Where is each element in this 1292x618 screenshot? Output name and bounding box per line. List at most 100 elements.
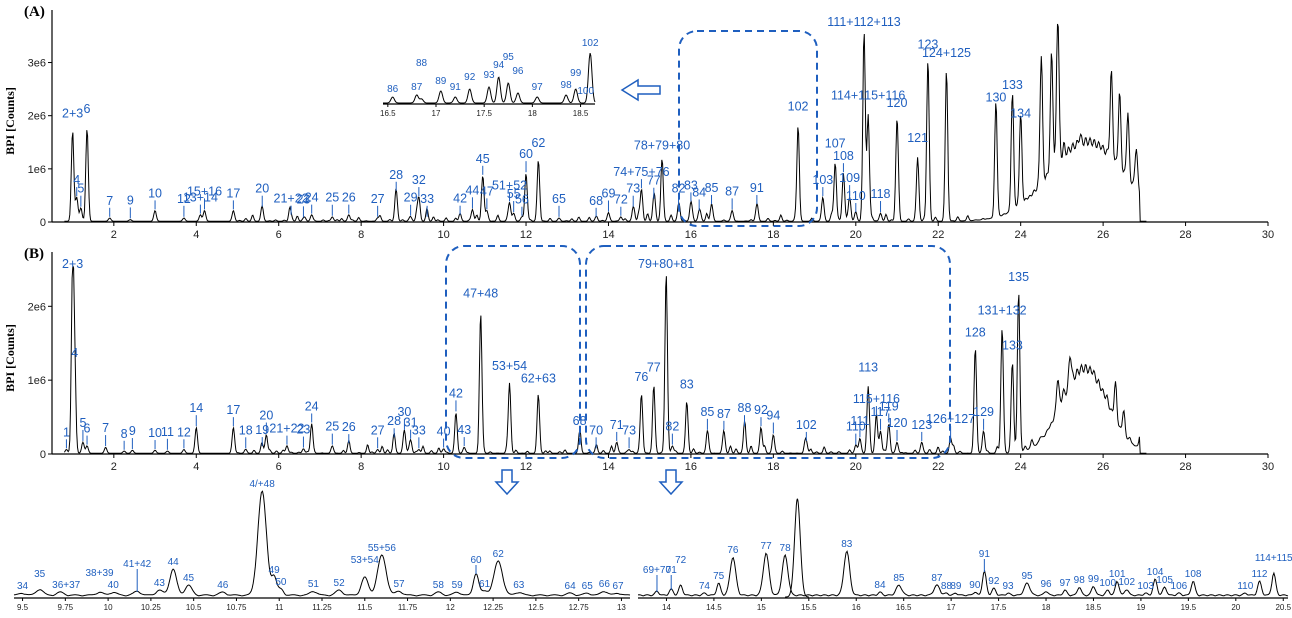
- peak-label: 19: [255, 423, 269, 437]
- zoom-left-peak-label: 36+37: [52, 580, 81, 591]
- x-tick-label: 18: [767, 229, 779, 241]
- zoom-left-peak-label: 60: [470, 555, 482, 566]
- peak-label: 56: [515, 193, 529, 207]
- peak-label: 91: [750, 181, 764, 195]
- peak-label: 47+48: [463, 287, 498, 301]
- peak-label: 2+3: [62, 257, 83, 271]
- x-tick-label: 2: [111, 229, 117, 241]
- peak-label: 133: [1002, 338, 1023, 352]
- left-arrow-icon: [620, 78, 661, 102]
- peak-label: 109: [839, 171, 860, 185]
- peak-label: 9: [129, 424, 136, 438]
- peak-label: 85: [700, 405, 714, 419]
- peak-label: 94: [766, 409, 780, 423]
- y-tick-label: 0: [40, 217, 46, 229]
- panel-label: (B): [24, 246, 44, 262]
- peak-label: 60: [519, 147, 533, 161]
- peak-label: 123: [918, 38, 939, 52]
- zoom-right-peak-label: 100: [1099, 578, 1116, 589]
- inset-peak-label: 88: [416, 58, 428, 69]
- x-tick-label: 6: [276, 461, 282, 473]
- zoom-right-peak-label: 71: [666, 565, 678, 576]
- zoom-left-x-tick-label: 12: [446, 603, 455, 612]
- zoom-right-peak-label: 106: [1171, 581, 1188, 592]
- zoom-left-x-tick-label: 9.75: [58, 603, 74, 612]
- zoom-right-panel: 14 14.5 15 15.5 16 16.5 17 17.5 18 18.5 19 19.5 20 20…: [637, 498, 1292, 612]
- zoom-left-peak-label: 45: [183, 573, 195, 584]
- zoom-left-peak-label: 35: [34, 569, 46, 580]
- zoom-right-x-tick-label: 16.5: [896, 603, 912, 612]
- peak-label: 120: [887, 96, 908, 110]
- zoom-right-peak-label: 98: [1074, 575, 1086, 586]
- peak-label: 45: [476, 152, 490, 166]
- zoom-left-x-tick-label: 9.5: [17, 603, 29, 612]
- x-tick-label: 8: [358, 461, 364, 473]
- zoom-right-x-tick-label: 18: [1042, 603, 1051, 612]
- inset-peak-label: 89: [435, 76, 447, 87]
- zoom-left-peak-label: 61: [479, 579, 491, 590]
- zoom-right-peak-label: 84: [874, 580, 886, 591]
- inset-x-tick-label: 17.5: [476, 109, 492, 118]
- dashed-box-b-right: [585, 245, 951, 459]
- inset-peak-label: 87: [411, 82, 423, 93]
- x-tick-label: 30: [1262, 229, 1274, 241]
- x-tick-label: 20: [850, 461, 862, 473]
- peak-label: 7: [106, 194, 113, 208]
- peak-label: 74+75+76: [613, 165, 669, 179]
- zoom-left-peak-label: 50: [275, 577, 287, 588]
- peak-label: 17: [226, 403, 240, 417]
- zoom-left-x-tick-label: 11: [275, 603, 284, 612]
- peak-label: 128: [965, 326, 986, 340]
- peak-label: 4: [73, 173, 80, 187]
- zoom-right-peak-label: 114+115: [1255, 553, 1292, 564]
- zoom-right-peak-label: 101: [1109, 569, 1126, 580]
- peak-label: 44: [465, 183, 479, 197]
- peak-label: 121: [907, 131, 928, 145]
- zoom-left-x-tick-label: 10: [104, 603, 113, 612]
- zoom-right-peak-label: 88: [941, 581, 953, 592]
- peak-label: 82: [672, 182, 686, 196]
- inset-peak-label: 102: [582, 38, 599, 49]
- peak-label: 5: [79, 416, 86, 430]
- peak-label: 129: [973, 405, 994, 419]
- zoom-left-peak-label: 62: [493, 549, 505, 560]
- peak-label: 55: [507, 187, 521, 201]
- peak-label: 135: [1008, 270, 1029, 284]
- peak-label: 77: [647, 174, 661, 188]
- inset-peak-label: 95: [503, 52, 515, 63]
- zoom-right-peak-label: 92: [988, 576, 1000, 587]
- peak-label: 92: [754, 403, 768, 417]
- peak-label: 68: [573, 414, 587, 428]
- peak-label: 31: [404, 416, 418, 430]
- zoom-right-peak-label: 102: [1118, 577, 1135, 588]
- peak-label: 28: [387, 414, 401, 428]
- zoom-right-peak-label: 89: [950, 581, 962, 592]
- peak-label: 26: [342, 191, 356, 205]
- peak-label: 12: [177, 425, 191, 439]
- peak-label: 10: [148, 186, 162, 200]
- peak-label: 8: [121, 427, 128, 441]
- peak-label: 110: [846, 189, 866, 203]
- x-tick-label: 14: [602, 229, 614, 241]
- zoom-left-peak-label: 58: [433, 580, 445, 591]
- peak-label: 51+52: [492, 178, 527, 192]
- zoom-left-x-tick-label: 10.75: [226, 603, 247, 612]
- zoom-left-peak-label: 44: [168, 557, 180, 568]
- peak-label: 42: [453, 192, 467, 206]
- peak-label: 85: [705, 181, 719, 195]
- zoom-left-peak-label: 59: [452, 580, 464, 591]
- peak-label: 29: [404, 191, 418, 205]
- zoom-left-peak-label: 64: [565, 581, 577, 592]
- zoom-right-peak-label: 112: [1252, 569, 1268, 580]
- peak-label: 20: [259, 409, 273, 423]
- peak-label: 21+22: [269, 422, 304, 436]
- peak-label: 114+115+116: [831, 89, 905, 103]
- x-tick-label: 24: [1015, 229, 1027, 241]
- peak-label: 111: [850, 414, 869, 428]
- zoom-right-main-peak: [785, 498, 809, 598]
- down-arrow-icon: [494, 469, 520, 496]
- x-tick-label: 28: [1179, 229, 1191, 241]
- peak-label: 110: [846, 420, 866, 434]
- y-tick-label: 1e6: [28, 164, 46, 176]
- zoom-right-peak-label: 75: [713, 571, 725, 582]
